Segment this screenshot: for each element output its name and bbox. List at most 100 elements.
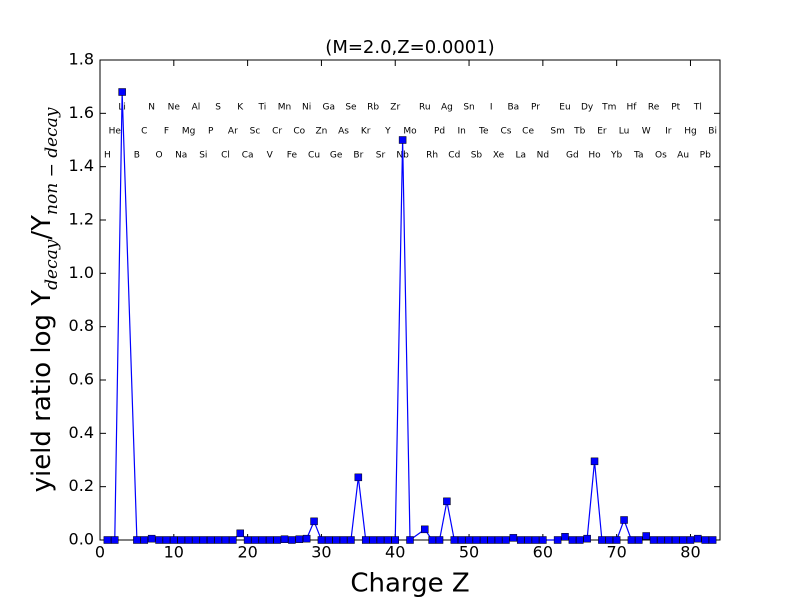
element-label: Pt	[671, 103, 680, 113]
y-axis-label: yield ratio log Ydecay/Ynon − decay	[27, 107, 62, 492]
element-label: Os	[655, 151, 667, 161]
data-point	[118, 88, 126, 96]
data-point	[302, 534, 311, 543]
data-point	[598, 536, 606, 544]
element-label: Co	[293, 127, 305, 137]
element-label: I	[490, 103, 493, 113]
element-label: Eu	[559, 103, 570, 113]
x-tick-label: 0	[95, 543, 105, 562]
data-point	[435, 536, 444, 544]
element-label: Al	[192, 103, 201, 113]
x-tick-label: 70	[606, 543, 626, 562]
element-label: Ge	[330, 151, 343, 161]
element-label: Br	[353, 151, 363, 161]
data-point	[111, 536, 119, 544]
y-tick-label: 0.0	[69, 530, 94, 549]
data-point	[472, 536, 481, 544]
element-label: Sb	[471, 151, 483, 161]
element-label: Sm	[550, 127, 564, 137]
data-point	[214, 536, 222, 544]
data-point	[398, 136, 407, 144]
data-point	[531, 536, 540, 544]
data-point	[384, 536, 392, 544]
element-label: Ga	[323, 103, 336, 113]
y-tick-label: 1.4	[69, 156, 94, 175]
data-point	[590, 457, 599, 466]
data-point	[605, 536, 614, 544]
x-tick-label: 50	[459, 543, 479, 562]
y-tick-label: 0.6	[69, 370, 94, 389]
data-point	[642, 532, 650, 540]
data-point	[539, 536, 547, 544]
data-point	[450, 536, 459, 544]
data-point	[708, 536, 717, 544]
element-label: Hf	[626, 103, 637, 113]
element-label: O	[156, 151, 163, 161]
data-point	[354, 473, 363, 482]
element-label: Cu	[308, 151, 320, 161]
data-point	[494, 536, 503, 544]
element-label: Pd	[434, 127, 445, 137]
y-tick-label: 1.8	[69, 50, 94, 69]
x-tick-label: 80	[680, 543, 700, 562]
data-point	[317, 536, 326, 544]
y-tick-label: 0.4	[69, 423, 94, 442]
data-point	[347, 536, 355, 544]
data-point	[553, 536, 562, 544]
data-point	[206, 536, 215, 544]
element-label: Ho	[588, 151, 601, 161]
element-label: Cr	[272, 127, 282, 137]
element-label: Cd	[448, 151, 460, 161]
element-label: Zn	[315, 127, 327, 137]
element-label: Hg	[684, 127, 696, 137]
element-label: Sc	[250, 127, 261, 137]
data-point	[480, 536, 488, 544]
element-label: Zr	[390, 103, 400, 113]
data-point	[509, 534, 518, 542]
element-label: He	[109, 127, 122, 137]
data-point	[561, 533, 569, 541]
element-label: N	[148, 103, 155, 113]
y-tick-label: 1.0	[69, 263, 94, 282]
data-point	[583, 534, 591, 543]
data-point	[465, 536, 473, 544]
data-point	[391, 536, 399, 544]
element-label: Tl	[693, 103, 702, 113]
y-tick-label: 1.6	[69, 103, 94, 122]
data-point	[620, 516, 628, 524]
data-point	[258, 536, 267, 544]
element-label: Er	[597, 127, 607, 137]
element-label: Gd	[566, 151, 579, 161]
data-point	[701, 536, 709, 544]
element-label: Mg	[182, 127, 195, 137]
data-point	[457, 536, 466, 544]
element-label: K	[237, 103, 244, 113]
data-point	[266, 536, 274, 544]
data-point	[664, 536, 673, 544]
x-tick-label: 10	[164, 543, 184, 562]
element-label: Cs	[500, 127, 511, 137]
element-label: Rb	[367, 103, 379, 113]
element-label: Ar	[228, 127, 238, 137]
data-point	[332, 536, 340, 544]
data-point	[568, 536, 577, 544]
element-label: Ne	[168, 103, 181, 113]
data-point	[236, 529, 244, 538]
data-point	[310, 517, 318, 526]
data-point	[295, 535, 304, 543]
element-label: Bi	[708, 127, 717, 137]
data-point	[649, 536, 658, 544]
element-label: Si	[199, 151, 207, 161]
element-label: Nd	[537, 151, 549, 161]
element-label: Pr	[531, 103, 540, 113]
data-point	[487, 536, 495, 544]
data-point	[103, 536, 112, 544]
data-point	[339, 536, 348, 544]
element-label: Pb	[700, 151, 711, 161]
element-label: In	[457, 127, 465, 137]
element-label: V	[267, 151, 274, 161]
element-label: Mn	[278, 103, 291, 113]
element-label: Mo	[403, 127, 417, 137]
